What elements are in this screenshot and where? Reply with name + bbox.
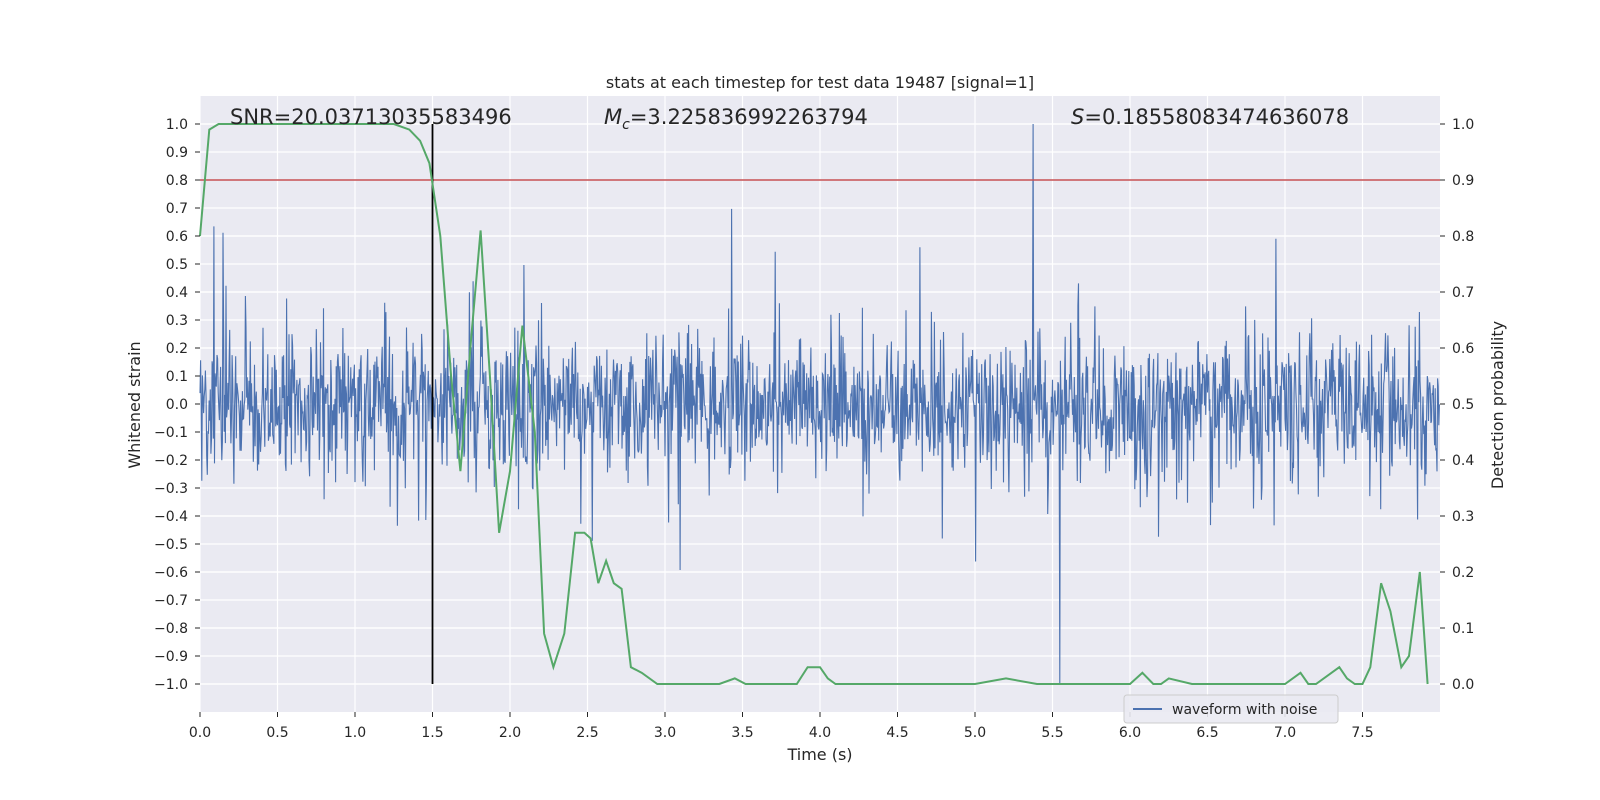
y-tick-label-left: 0.4	[166, 285, 188, 301]
x-tick-label: 4.5	[886, 725, 908, 741]
x-tick-label: 2.0	[499, 725, 521, 741]
snr-annotation: SNR=20.03713035583496	[230, 105, 512, 129]
chart-title: stats at each timestep for test data 194…	[606, 73, 1034, 92]
y-tick-label-left: 0.7	[166, 201, 188, 217]
y-tick-label-right: 0.8	[1452, 229, 1474, 245]
x-tick-label: 3.0	[654, 725, 676, 741]
y-tick-label-left: 0.5	[166, 257, 188, 273]
y-tick-label-right: 0.7	[1452, 285, 1474, 301]
x-tick-label: 7.0	[1274, 725, 1296, 741]
s-value: =0.18558083474636078	[1084, 105, 1349, 129]
y-tick-label-right: 0.9	[1452, 173, 1474, 189]
x-tick-label: 6.0	[1119, 725, 1141, 741]
legend: waveform with noise	[1123, 694, 1339, 724]
y-tick-label-left: 1.0	[166, 117, 188, 133]
mc-symbol: M	[604, 105, 622, 129]
y-tick-label-left: 0.6	[166, 229, 188, 245]
y-tick-label-right: 0.6	[1452, 341, 1474, 357]
y-axis-label-right: Detection probability	[1488, 321, 1507, 489]
y-tick-label-left: −0.8	[154, 621, 188, 637]
legend-box	[1123, 694, 1339, 724]
y-ticks-right: 1.0 0.9 0.8 0.7 0.6 0.5 0.4 0.3 0.2 0.1 0.0	[1440, 117, 1474, 693]
y-tick-label-left: 0.0	[166, 397, 188, 413]
x-tick-label: 4.0	[809, 725, 831, 741]
y-tick-label-left: −0.3	[154, 481, 188, 497]
mc-value: =3.225836992263794	[630, 105, 868, 129]
x-tick-label: 0.0	[189, 725, 211, 741]
y-tick-label-right: 0.4	[1452, 453, 1474, 469]
x-tick-label: 3.5	[731, 725, 753, 741]
y-tick-label-left: −0.9	[154, 649, 188, 665]
y-tick-label-right: 1.0	[1452, 117, 1474, 133]
y-tick-label-left: 0.8	[166, 173, 188, 189]
x-tick-label: 2.5	[576, 725, 598, 741]
x-tick-label: 6.5	[1196, 725, 1218, 741]
x-tick-label: 5.5	[1041, 725, 1063, 741]
mc-subscript: c	[622, 117, 630, 133]
y-tick-label-left: −1.0	[154, 677, 188, 693]
y-tick-label-left: −0.5	[154, 537, 188, 553]
y-tick-label-left: −0.4	[154, 509, 188, 525]
x-tick-label: 0.5	[266, 725, 288, 741]
y-tick-label-left: −0.1	[154, 425, 188, 441]
y-tick-label-right: 0.1	[1452, 621, 1474, 637]
x-tick-label: 5.0	[964, 725, 986, 741]
y-tick-label-left: −0.6	[154, 565, 188, 581]
s-symbol: S	[1071, 105, 1084, 129]
waveform-series	[199, 123, 1440, 685]
x-axis-label: Time (s)	[786, 745, 852, 764]
mc-annotation: Mc=3.225836992263794	[604, 105, 868, 133]
y-tick-label-right: 0.0	[1452, 677, 1474, 693]
y-tick-label-left: −0.2	[154, 453, 188, 469]
detection-probability-line	[199, 123, 1429, 685]
y-tick-label-left: 0.3	[166, 313, 188, 329]
waveform-with-noise-line	[199, 123, 1440, 685]
y-tick-label-right: 0.3	[1452, 509, 1474, 525]
y-tick-label-left: −0.7	[154, 593, 188, 609]
x-tick-label: 7.5	[1351, 725, 1373, 741]
y-tick-label-right: 0.2	[1452, 565, 1474, 581]
x-tick-label: 1.0	[344, 725, 366, 741]
y-tick-label-left: 0.9	[166, 145, 188, 161]
y-ticks-left: 1.0 0.9 0.8 0.7 0.6 0.5 0.4 0.3 0.2 0.1 0.0 −0.1 −0.…	[154, 117, 200, 693]
y-tick-label-left: 0.2	[166, 341, 188, 357]
s-annotation: S=0.18558083474636078	[1071, 105, 1349, 129]
y-tick-label-right: 0.5	[1452, 397, 1474, 413]
legend-label-waveform: waveform with noise	[1172, 702, 1317, 718]
x-tick-label: 1.5	[421, 725, 443, 741]
y-tick-label-left: 0.1	[166, 369, 188, 385]
y-axis-label-left: Whitened strain	[125, 341, 144, 468]
